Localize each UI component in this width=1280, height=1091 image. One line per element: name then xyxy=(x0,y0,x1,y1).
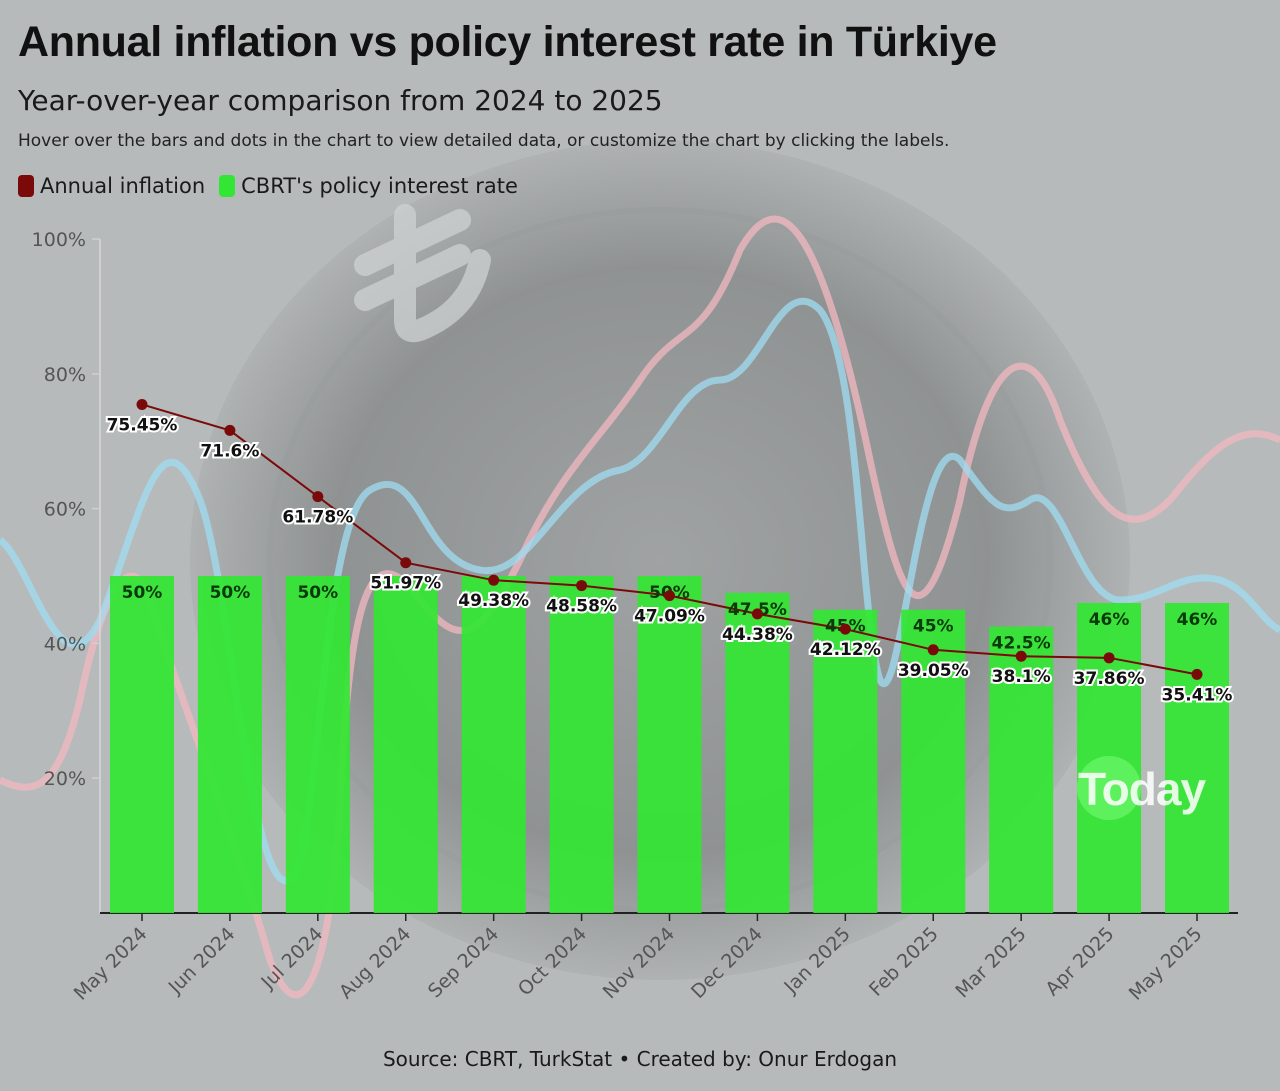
legend-item-inflation[interactable]: Annual inflation xyxy=(18,174,205,198)
inflation-dot[interactable] xyxy=(1103,652,1115,664)
x-tick-label: Oct 2024 xyxy=(514,923,591,1000)
rate-bar[interactable] xyxy=(813,609,878,913)
x-tick-label: Jan 2025 xyxy=(779,923,854,998)
rate-bar[interactable] xyxy=(1165,602,1229,913)
legend-label-rate: CBRT's policy interest rate xyxy=(241,174,518,198)
y-tick-label: 40% xyxy=(44,633,86,655)
x-tick-label: Nov 2024 xyxy=(599,923,679,1003)
inflation-dot[interactable] xyxy=(1015,650,1027,662)
inflation-dot[interactable] xyxy=(576,580,588,592)
inflation-data-label: 38.1% xyxy=(992,667,1051,687)
decorative-wave-blue xyxy=(0,297,1280,885)
rate-bar[interactable] xyxy=(373,576,438,913)
rate-bar[interactable] xyxy=(901,609,966,913)
lira-symbol-icon xyxy=(354,204,491,343)
inflation-data-label: 35.41% xyxy=(1162,685,1233,705)
y-tick-label: 20% xyxy=(44,768,86,790)
inflation-data-label: 61.78% xyxy=(282,508,353,528)
inflation-dot[interactable] xyxy=(664,590,675,602)
x-tick-label: Dec 2024 xyxy=(687,923,767,1003)
rate-bar[interactable] xyxy=(989,626,1054,913)
rate-bar-label: 50% xyxy=(210,583,251,603)
rate-bar-label: 46% xyxy=(1177,610,1218,630)
x-tick-label: Sep 2024 xyxy=(424,923,503,1002)
rate-bar-label: 50% xyxy=(297,583,338,603)
inflation-data-label: 71.6% xyxy=(200,441,259,461)
page-subtitle: Year-over-year comparison from 2024 to 2… xyxy=(18,84,663,117)
inflation-data-label: 48.58% xyxy=(546,597,617,617)
inflation-dot[interactable] xyxy=(927,644,939,656)
inflation-dot[interactable] xyxy=(312,491,324,503)
x-tick-label: Aug 2024 xyxy=(335,923,415,1003)
rate-bar[interactable] xyxy=(549,576,614,913)
x-tick-label: Mar 2025 xyxy=(951,923,1030,1002)
rate-swatch-icon xyxy=(219,175,236,197)
x-tick-label: May 2024 xyxy=(70,923,152,1005)
inflation-data-label: 44.38% xyxy=(722,625,793,645)
rate-bar[interactable] xyxy=(725,592,790,913)
inflation-data-label: 75.45% xyxy=(107,415,178,435)
inflation-data-label: 51.97% xyxy=(370,574,441,594)
rate-bar-label: 42.5% xyxy=(992,634,1051,654)
y-tick-label: 80% xyxy=(44,364,86,386)
rate-bar[interactable] xyxy=(637,576,702,913)
inflation-data-label: 47.09% xyxy=(634,607,705,627)
inflation-dot[interactable] xyxy=(751,608,763,620)
rate-bar[interactable] xyxy=(285,576,350,913)
inflation-data-label: 49.38% xyxy=(458,591,529,611)
rate-bar[interactable] xyxy=(461,576,526,913)
source-credit: Source: CBRT, TurkStat • Created by: Onu… xyxy=(382,1047,898,1071)
inflation-data-label: 37.86% xyxy=(1074,669,1145,689)
inflation-dot[interactable] xyxy=(224,424,236,436)
rate-bar-label: 45% xyxy=(913,617,954,637)
x-tick-label: Apr 2025 xyxy=(1041,923,1118,1000)
x-tick-label: Feb 2025 xyxy=(865,923,943,1001)
rate-bar-label: 50% xyxy=(122,583,163,603)
rate-bar[interactable] xyxy=(197,576,262,913)
x-tick-label: May 2025 xyxy=(1125,923,1207,1005)
legend: Annual inflation CBRT's policy interest … xyxy=(18,174,518,198)
legend-label-inflation: Annual inflation xyxy=(40,174,206,198)
inflation-dot[interactable] xyxy=(839,623,851,635)
legend-item-rate[interactable]: CBRT's policy interest rate xyxy=(219,174,518,198)
inflation-dot[interactable] xyxy=(488,574,500,586)
rate-bar-label: 46% xyxy=(1089,610,1130,630)
watermark-logo: Today xyxy=(1078,763,1206,815)
inflation-data-label: 42.12% xyxy=(810,640,881,660)
watermark-logo-circle xyxy=(1077,756,1141,820)
inflation-swatch-icon xyxy=(18,175,34,197)
inflation-data-label: 39.05% xyxy=(898,661,969,681)
x-tick-label: Jul 2024 xyxy=(256,923,327,994)
inflation-dot[interactable] xyxy=(1191,668,1203,680)
x-tick-label: Jun 2024 xyxy=(164,923,240,999)
page-title: Annual inflation vs policy interest rate… xyxy=(18,18,997,66)
inflation-dot[interactable] xyxy=(400,557,412,569)
instruction-text: Hover over the bars and dots in the char… xyxy=(18,131,950,151)
y-tick-label: 100% xyxy=(32,229,86,251)
rate-bar[interactable] xyxy=(110,576,174,913)
decorative-wave-pink xyxy=(0,215,1280,999)
y-tick-label: 60% xyxy=(44,499,86,521)
inflation-dot[interactable] xyxy=(136,398,148,410)
